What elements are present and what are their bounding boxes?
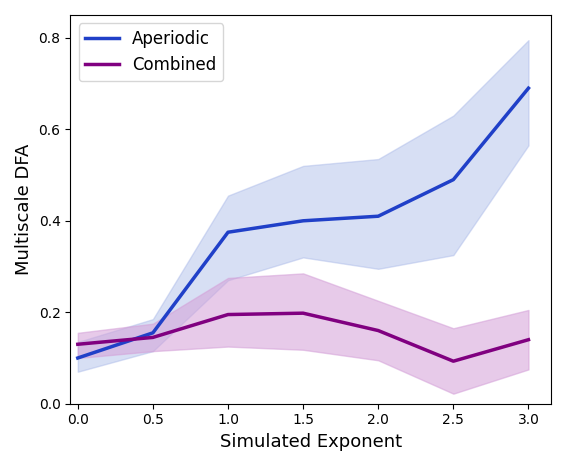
Combined	[525, 337, 532, 343]
Aperiodic	[74, 355, 81, 361]
Aperiodic	[375, 213, 381, 219]
Y-axis label: Multiscale DFA: Multiscale DFA	[15, 144, 33, 275]
Combined	[450, 358, 457, 364]
Aperiodic	[225, 229, 231, 235]
Combined	[300, 310, 307, 316]
Aperiodic	[149, 330, 156, 336]
Combined	[225, 312, 231, 317]
Combined	[74, 342, 81, 347]
Line: Aperiodic: Aperiodic	[78, 88, 529, 358]
Aperiodic	[525, 85, 532, 91]
X-axis label: Simulated Exponent: Simulated Exponent	[220, 433, 402, 451]
Line: Combined: Combined	[78, 313, 529, 361]
Legend: Aperiodic, Combined: Aperiodic, Combined	[79, 23, 223, 81]
Aperiodic	[450, 177, 457, 182]
Combined	[149, 335, 156, 340]
Combined	[375, 328, 381, 333]
Aperiodic	[300, 218, 307, 224]
